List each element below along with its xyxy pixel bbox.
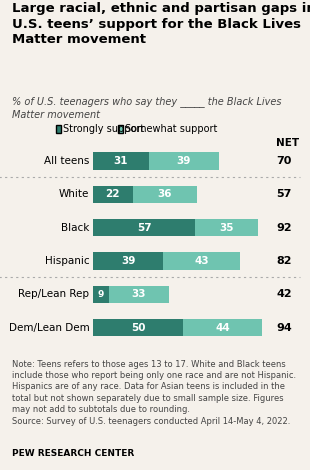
Text: Hispanic: Hispanic (45, 256, 89, 266)
Bar (93, 219, 196, 236)
Bar (93, 152, 149, 170)
Text: 39: 39 (121, 256, 135, 266)
Text: White: White (59, 189, 89, 199)
Bar (133, 186, 197, 203)
Bar (149, 152, 219, 170)
Text: NET: NET (277, 138, 299, 148)
Text: All teens: All teens (44, 156, 89, 166)
Text: 35: 35 (220, 223, 234, 233)
Text: 36: 36 (158, 189, 172, 199)
Text: 94: 94 (277, 323, 292, 333)
Bar (93, 319, 183, 337)
Text: 70: 70 (277, 156, 292, 166)
Text: Black: Black (61, 223, 89, 233)
Text: Dem/Lean Dem: Dem/Lean Dem (9, 323, 89, 333)
Bar (93, 286, 109, 303)
Text: Note: Teens refers to those ages 13 to 17. White and Black teens
include those w: Note: Teens refers to those ages 13 to 1… (12, 360, 297, 426)
Text: 44: 44 (215, 323, 230, 333)
Text: 9: 9 (98, 290, 104, 299)
Bar (109, 286, 169, 303)
Text: Large racial, ethnic and partisan gaps in
U.S. teens’ support for the Black Live: Large racial, ethnic and partisan gaps i… (12, 2, 310, 47)
Text: 92: 92 (277, 223, 292, 233)
Text: 57: 57 (137, 223, 152, 233)
Text: 33: 33 (132, 290, 146, 299)
Text: Rep/Lean Rep: Rep/Lean Rep (18, 290, 89, 299)
Bar (163, 252, 241, 270)
Text: 42: 42 (277, 290, 292, 299)
Text: % of U.S. teenagers who say they _____ the Black Lives
Matter movement: % of U.S. teenagers who say they _____ t… (12, 96, 282, 120)
Bar (93, 186, 133, 203)
Bar (93, 252, 163, 270)
Bar (196, 219, 259, 236)
Text: 43: 43 (194, 256, 209, 266)
Bar (183, 319, 262, 337)
Text: 22: 22 (105, 189, 120, 199)
Text: 82: 82 (277, 256, 292, 266)
Text: 57: 57 (277, 189, 292, 199)
Text: 50: 50 (131, 323, 145, 333)
Text: 39: 39 (177, 156, 191, 166)
Text: PEW RESEARCH CENTER: PEW RESEARCH CENTER (12, 449, 135, 458)
Text: Strongly support: Strongly support (63, 124, 144, 134)
Text: Somewhat support: Somewhat support (125, 124, 217, 134)
Text: 31: 31 (114, 156, 128, 166)
